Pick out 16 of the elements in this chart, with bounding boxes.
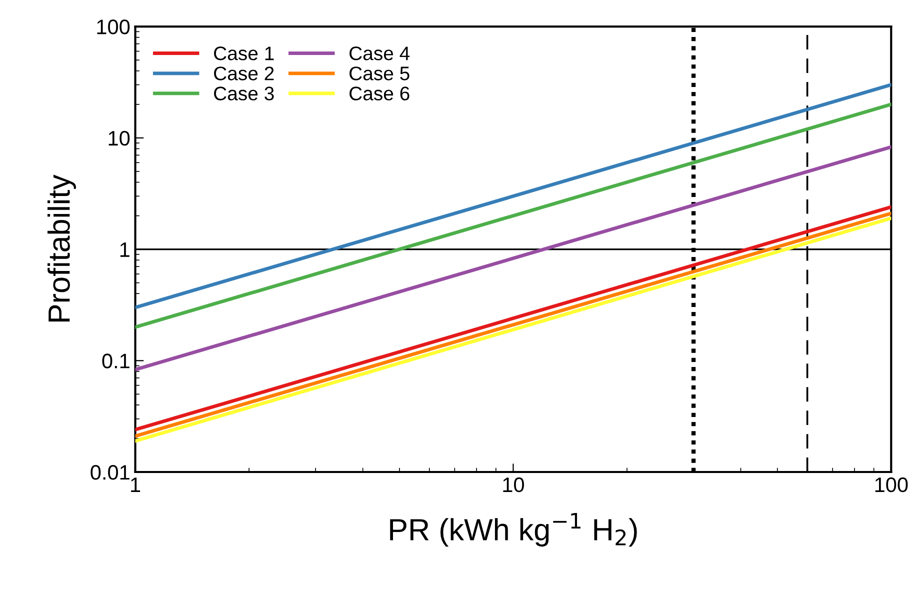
y-tick-label: 1 — [120, 242, 130, 257]
legend-label: Case 2 — [214, 66, 274, 80]
y-tick-label: 10 — [108, 130, 130, 146]
legend-label: Case 1 — [214, 46, 274, 60]
y-tick-label: 0.01 — [90, 465, 130, 480]
y-tick-label: 0.1 — [102, 354, 130, 368]
legend-label: Case 4 — [350, 46, 410, 60]
x-axis-title: PR (kWh kg$^{−1}$ H$_{2}$) — [390, 512, 637, 547]
legend-label: Case 6 — [350, 86, 410, 100]
x-tick-label: 100 — [875, 477, 908, 492]
y-axis-title: Profitability — [47, 174, 76, 322]
legend-label: Case 3 — [214, 86, 274, 100]
y-tick-label: 100 — [97, 20, 130, 34]
x-tick-label: 1 — [131, 478, 140, 492]
x-tick-label: 10 — [503, 477, 524, 492]
legend-label: Case 5 — [350, 66, 410, 80]
